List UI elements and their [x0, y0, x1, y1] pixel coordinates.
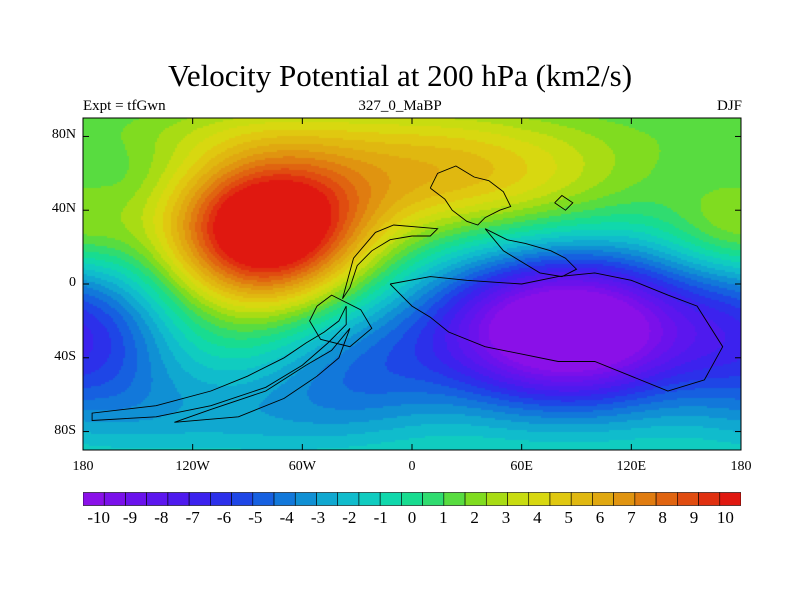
colorbar-label: -1	[373, 508, 388, 527]
y-tick-label: 80N	[51, 127, 76, 143]
colorbar-label: 7	[627, 508, 636, 527]
colorbar-swatch	[528, 492, 551, 506]
colorbar-swatch	[146, 492, 169, 506]
colorbar-swatch	[698, 492, 721, 506]
colorbar-label: 1	[439, 508, 448, 527]
colorbar-label: 8	[658, 508, 667, 527]
colorbar-swatch	[549, 492, 572, 506]
colorbar-swatch	[379, 492, 402, 506]
colorbar-label: -9	[122, 508, 138, 527]
colorbar-label: 6	[595, 508, 605, 527]
colorbar-label: -3	[310, 508, 326, 527]
colorbar-swatch	[422, 492, 445, 506]
colorbar-label: -6	[216, 508, 232, 527]
x-tick-label: 180	[72, 459, 94, 474]
colorbar-swatch	[83, 492, 105, 506]
colorbar-swatch	[252, 492, 275, 506]
colorbar-swatch	[210, 492, 232, 506]
colorbar-swatch	[443, 492, 466, 506]
colorbar-swatch	[570, 492, 593, 506]
colorbar-swatch	[125, 492, 147, 506]
y-tick-label: 40S	[54, 348, 76, 364]
colorbar-label: 0	[407, 508, 417, 527]
x-tick-label: 120E	[616, 459, 647, 474]
colorbar-label: 9	[689, 508, 699, 527]
x-tick-label: 60W	[288, 459, 316, 474]
x-tick-label: 120W	[175, 459, 210, 474]
y-tick-label: 40N	[51, 201, 76, 217]
x-tick-label: 180	[730, 459, 752, 474]
colorbar-label: -5	[248, 508, 263, 527]
y-tick-label: 80S	[54, 422, 76, 438]
map-title: Velocity Potential at 200 hPa (km2/s)	[167, 58, 633, 93]
colorbar-label: 5	[564, 508, 573, 527]
colorbar-swatch	[316, 492, 339, 506]
colorbar-swatch	[358, 492, 381, 506]
colorbar-swatch	[719, 492, 741, 506]
colorbar-label: -10	[87, 508, 110, 527]
colorbar-swatch	[231, 492, 254, 506]
y-tick-label: 0	[69, 275, 76, 290]
colorbar-swatch	[464, 492, 487, 506]
colorbar-swatch	[507, 492, 530, 506]
velocity-potential-map	[83, 118, 741, 450]
colorbar-swatch	[273, 492, 296, 506]
colorbar-label: 3	[501, 508, 511, 527]
x-tick-label: 60E	[510, 459, 533, 474]
experiment-label: Expt = tfGwn	[83, 98, 166, 114]
colorbar-label: 4	[533, 508, 542, 527]
colorbar	[83, 492, 741, 506]
run-label: 327_0_MaBP	[358, 98, 442, 114]
colorbar-swatch	[655, 492, 678, 506]
colorbar-swatch	[103, 492, 126, 506]
colorbar-label: -8	[154, 508, 169, 527]
colorbar-label: 10	[716, 508, 734, 527]
colorbar-swatch	[613, 492, 636, 506]
colorbar-swatch	[485, 492, 508, 506]
season-label: DJF	[716, 98, 742, 114]
colorbar-swatch	[677, 492, 699, 506]
colorbar-swatch	[337, 492, 360, 506]
colorbar-swatch	[634, 492, 657, 506]
colorbar-label: -4	[279, 508, 294, 527]
colorbar-label: 2	[470, 508, 479, 527]
colorbar-swatch	[167, 492, 190, 506]
colorbar-swatch	[188, 492, 211, 506]
colorbar-label: -2	[342, 508, 357, 527]
x-tick-label: 0	[408, 459, 416, 474]
colorbar-swatch	[592, 492, 614, 506]
colorbar-label: -7	[185, 508, 200, 527]
colorbar-swatch	[294, 492, 317, 506]
colorbar-swatch	[401, 492, 423, 506]
